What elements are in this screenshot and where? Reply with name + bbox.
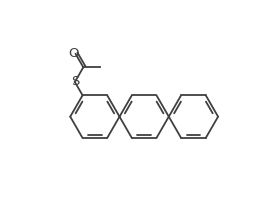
Text: O: O [68,47,79,60]
Text: S: S [71,76,79,88]
